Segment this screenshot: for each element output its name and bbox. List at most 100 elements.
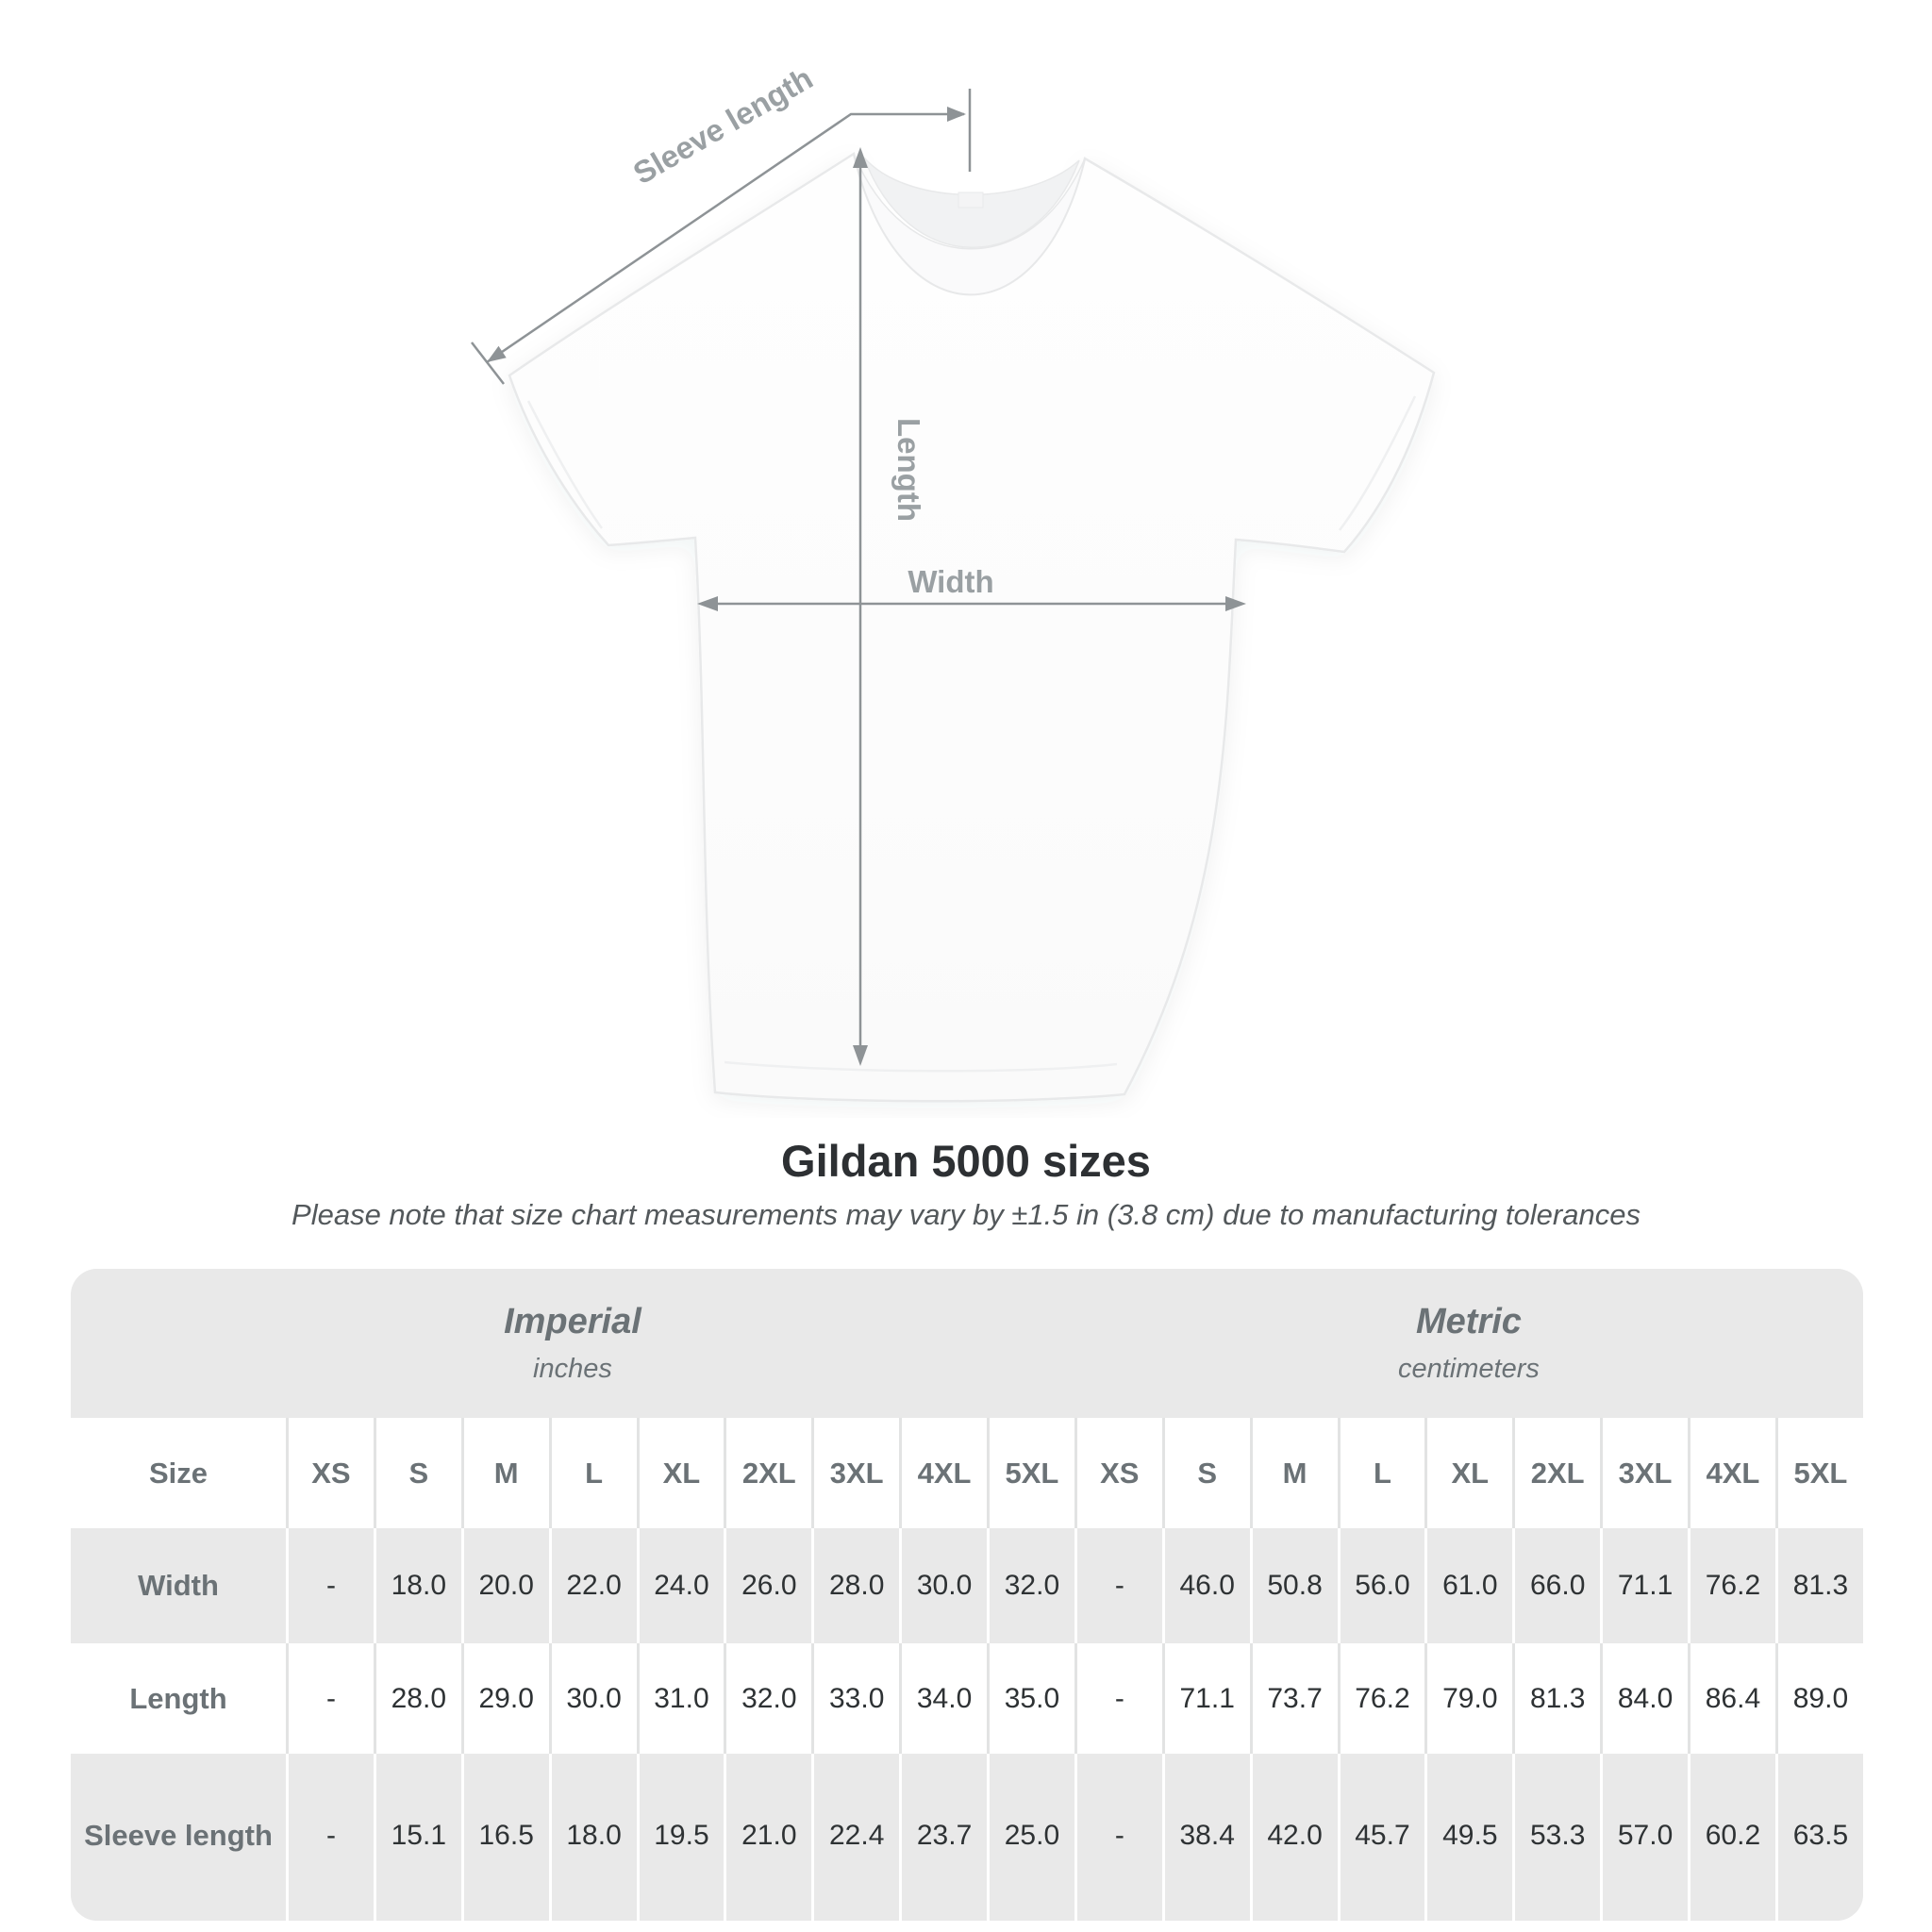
table-cell: 34.0 (899, 1643, 987, 1754)
row-label: Width (71, 1528, 286, 1643)
table-cell: 30.0 (899, 1528, 987, 1643)
table-cell: 30.0 (548, 1643, 637, 1754)
hem-stitch (724, 1060, 1118, 1073)
table-cell: - (286, 1528, 374, 1643)
size-table: Imperial inches Metric centimeters Size … (71, 1269, 1863, 1921)
table-cell: 15.1 (373, 1754, 461, 1921)
size-header-imperial-l: L (548, 1418, 637, 1528)
table-cell: 57.0 (1600, 1754, 1688, 1921)
page-subtitle: Please note that size chart measurements… (291, 1198, 1641, 1231)
right-sleeve-stitch (1339, 395, 1417, 531)
table-cell: 84.0 (1600, 1643, 1688, 1754)
size-header-metric-xs: XS (1074, 1418, 1162, 1528)
row-label: Length (71, 1643, 286, 1754)
table-cell: 50.8 (1249, 1528, 1338, 1643)
table-cell: 16.5 (460, 1754, 549, 1921)
imperial-title: Imperial (504, 1302, 641, 1341)
length-label: Length (891, 418, 926, 522)
table-cell: 71.1 (1600, 1528, 1688, 1643)
size-header-metric-m: M (1249, 1418, 1338, 1528)
table-cell: 49.5 (1424, 1754, 1513, 1921)
table-cell: 25.0 (987, 1754, 1074, 1921)
table-cell: 22.4 (811, 1754, 900, 1921)
table-cell: 24.0 (636, 1528, 724, 1643)
size-header-imperial-s: S (373, 1418, 461, 1528)
table-cell: 81.3 (1512, 1643, 1601, 1754)
imperial-unit: inches (533, 1354, 612, 1384)
table-cell: 31.0 (636, 1643, 724, 1754)
size-header-imperial-xs: XS (286, 1418, 374, 1528)
table-cell: 33.0 (811, 1643, 900, 1754)
sleeve-length-label: Sleeve length (627, 60, 819, 191)
table-cell: 60.2 (1688, 1754, 1775, 1921)
table-cell: 22.0 (548, 1528, 637, 1643)
size-header-imperial-3xl: 3XL (811, 1418, 900, 1528)
table-cell: 32.0 (724, 1643, 812, 1754)
table-cell: 32.0 (987, 1528, 1074, 1643)
table-cell: 29.0 (460, 1643, 549, 1754)
size-header-imperial-m: M (460, 1418, 549, 1528)
table-cell: 18.0 (373, 1528, 461, 1643)
table-cell: 66.0 (1512, 1528, 1601, 1643)
table-cell: 20.0 (460, 1528, 549, 1643)
table-cell: 76.2 (1688, 1528, 1775, 1643)
size-chart-card: Imperial inches Metric centimeters Size … (71, 1269, 1863, 1921)
collar-band (853, 153, 1086, 295)
sleeve-end-tick (471, 341, 505, 385)
size-header-metric-l: L (1337, 1418, 1425, 1528)
length-dimension: Length (853, 147, 926, 1066)
tshirt-body (508, 151, 1436, 1103)
size-header-metric-2xl: 2XL (1512, 1418, 1601, 1528)
imperial-group-header: Imperial inches (71, 1269, 1074, 1418)
width-dimension: Width (697, 564, 1246, 611)
metric-unit: centimeters (1397, 1354, 1540, 1384)
table-row-width: Width -18.0 20.0 22.0 24.0 26.0 28.0 30.0 32.0-4… (71, 1528, 1863, 1643)
metric-title: Metric (1415, 1302, 1522, 1341)
table-cell: 21.0 (724, 1754, 812, 1921)
size-header-metric-3xl: 3XL (1600, 1418, 1688, 1528)
neck-label-tag (958, 192, 984, 208)
tshirt-measurement-diagram: Sleeve length Length Width (471, 60, 1436, 1103)
size-header-metric-xl: XL (1424, 1418, 1513, 1528)
table-cell: 26.0 (724, 1528, 812, 1643)
size-header-imperial-5xl: 5XL (987, 1418, 1074, 1528)
table-cell: 89.0 (1774, 1643, 1863, 1754)
table-cell: 46.0 (1161, 1528, 1250, 1643)
table-cell: 76.2 (1337, 1643, 1425, 1754)
table-cell: - (1074, 1643, 1162, 1754)
table-cell: - (286, 1754, 374, 1921)
size-header-metric-4xl: 4XL (1688, 1418, 1775, 1528)
table-cell: 23.7 (899, 1754, 987, 1921)
table-cell: - (1074, 1754, 1162, 1921)
table-row-sleeve-length: Sleeve length -15.1 16.5 18.0 19.5 21.0 22.4 23… (71, 1754, 1863, 1921)
table-cell: 28.0 (811, 1528, 900, 1643)
size-column-header: Size (71, 1418, 286, 1528)
size-header-metric-s: S (1161, 1418, 1250, 1528)
left-sleeve-stitch (526, 400, 604, 529)
table-cell: 56.0 (1337, 1528, 1425, 1643)
page-title: Gildan 5000 sizes (781, 1136, 1151, 1186)
table-cell: 81.3 (1774, 1528, 1863, 1643)
table-cell: 35.0 (987, 1643, 1074, 1754)
table-cell: 19.5 (636, 1754, 724, 1921)
table-row-length: Length -28.0 29.0 30.0 31.0 32.0 33.0 34.0 35.0-… (71, 1643, 1863, 1754)
table-cell: 45.7 (1337, 1754, 1425, 1921)
unit-header-row: Imperial inches Metric centimeters (71, 1269, 1863, 1418)
size-header-imperial-2xl: 2XL (724, 1418, 812, 1528)
table-cell: 42.0 (1249, 1754, 1338, 1921)
size-header-row: Size XS S M L XL 2XL 3XL 4XL 5XL XS S M L XL 2XL 3XL 4XL… (71, 1418, 1863, 1528)
table-cell: 53.3 (1512, 1754, 1601, 1921)
table-cell: 63.5 (1774, 1754, 1863, 1921)
table-cell: 71.1 (1161, 1643, 1250, 1754)
size-header-imperial-4xl: 4XL (899, 1418, 987, 1528)
table-cell: 73.7 (1249, 1643, 1338, 1754)
table-cell: 18.0 (548, 1754, 637, 1921)
table-cell: 79.0 (1424, 1643, 1513, 1754)
size-header-metric-5xl: 5XL (1774, 1418, 1863, 1528)
size-header-imperial-xl: XL (636, 1418, 724, 1528)
table-cell: - (286, 1643, 374, 1754)
table-cell: 38.4 (1161, 1754, 1250, 1921)
table-cell: 28.0 (373, 1643, 461, 1754)
metric-group-header: Metric centimeters (1074, 1269, 1863, 1418)
